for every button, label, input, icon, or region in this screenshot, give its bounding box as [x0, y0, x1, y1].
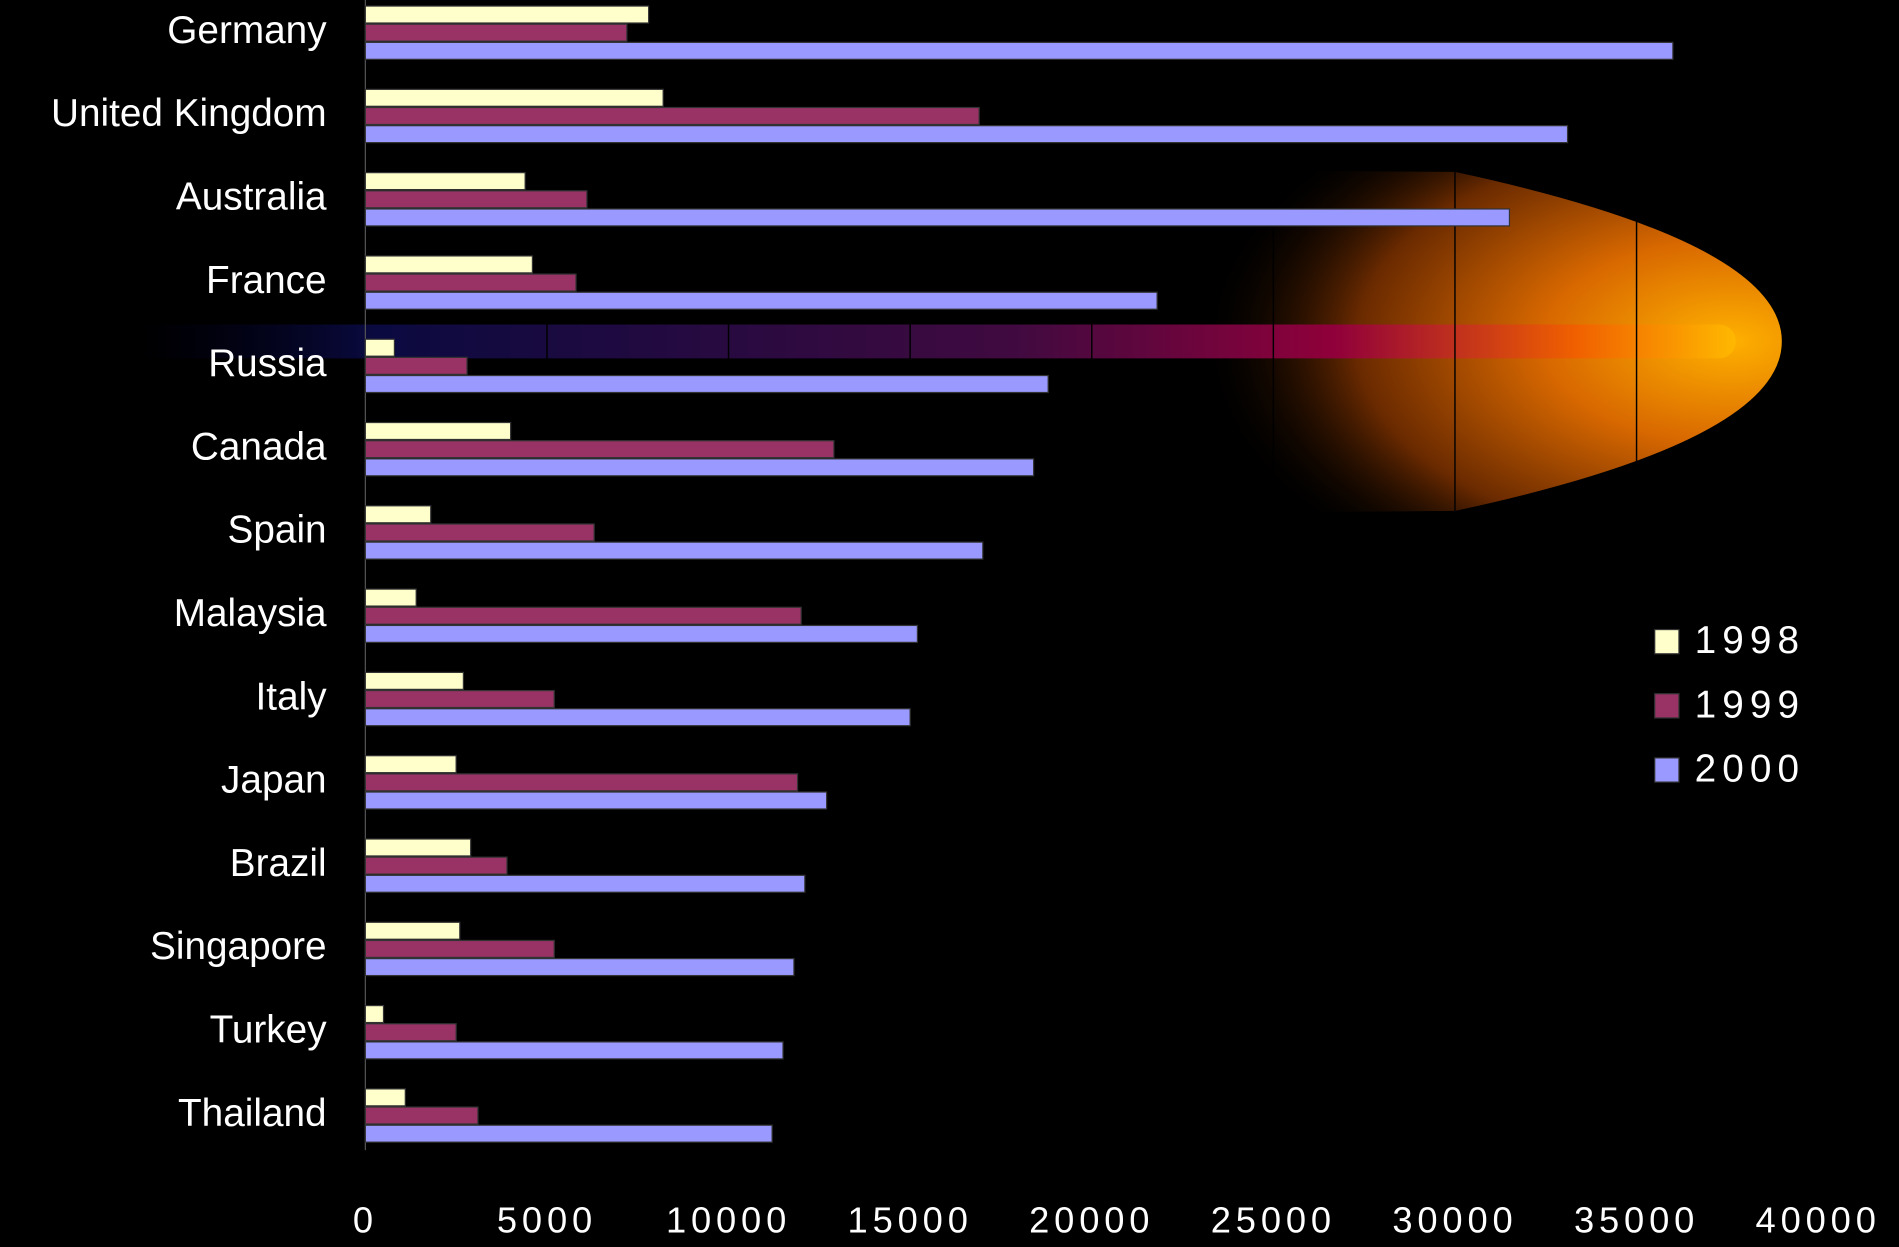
plot: 0 5000 10000 15000 20000 25000 30000 35000 40000…	[51, 5, 1881, 1240]
bar	[364, 208, 1511, 227]
bar	[364, 291, 1158, 310]
y-tick-label: Canada	[191, 425, 327, 468]
y-tick-label: Malaysia	[174, 592, 327, 635]
y-tick-label: Germany	[167, 9, 327, 52]
legend-swatch	[1654, 693, 1680, 719]
x-tick-label: 15000	[848, 1199, 973, 1240]
y-tick-label: Spain	[228, 509, 327, 552]
bar	[364, 41, 1674, 60]
bar	[364, 440, 835, 459]
bar	[364, 606, 802, 625]
y-tick-label: Thailand	[178, 1092, 327, 1135]
decor-beam	[135, 324, 1736, 359]
bar	[364, 338, 396, 357]
bar	[364, 273, 577, 292]
bar	[364, 588, 417, 607]
x-tick-label: 0	[353, 1199, 378, 1240]
bar	[364, 838, 472, 857]
bar	[364, 1023, 457, 1042]
bar	[364, 541, 984, 560]
legend-label: 1998	[1695, 619, 1805, 662]
bar	[364, 1088, 406, 1107]
bar	[364, 190, 588, 209]
bar	[364, 421, 512, 441]
legend-label: 1999	[1695, 683, 1805, 726]
bar	[364, 1124, 773, 1143]
x-tick-label: 10000	[666, 1199, 791, 1240]
bar	[364, 856, 508, 875]
y-tick-label: United Kingdom	[51, 92, 327, 135]
bar	[364, 5, 650, 24]
bar	[364, 523, 595, 542]
bar	[364, 874, 806, 893]
y-tick-label: Turkey	[210, 1008, 328, 1051]
legend-label: 2000	[1695, 747, 1805, 790]
x-tick-label: 40000	[1756, 1199, 1881, 1240]
y-tick-label: Singapore	[150, 925, 327, 968]
bar	[364, 671, 465, 690]
x-tick-label: 35000	[1574, 1199, 1699, 1240]
bar	[364, 106, 980, 126]
legend-swatch	[1654, 628, 1680, 655]
x-tick-label: 5000	[497, 1199, 597, 1240]
x-tick-label: 20000	[1029, 1199, 1154, 1240]
bar	[364, 374, 1049, 394]
bar	[364, 505, 432, 524]
x-tick-label: 25000	[1211, 1199, 1336, 1240]
bar	[364, 708, 911, 727]
bar	[364, 1041, 784, 1060]
y-tick-label: France	[206, 259, 327, 302]
bar	[364, 458, 1035, 477]
y-tick-label: Italy	[256, 675, 328, 718]
bar	[364, 255, 534, 274]
bar	[364, 172, 526, 191]
bar	[364, 624, 919, 643]
bar	[364, 755, 457, 774]
bar	[364, 939, 555, 959]
legend-swatch	[1654, 757, 1680, 783]
bar	[364, 1106, 479, 1125]
bar	[364, 1004, 385, 1024]
y-tick-label: Russia	[208, 342, 327, 385]
y-tick-label: Australia	[176, 176, 327, 219]
bar	[364, 958, 795, 977]
bar	[364, 791, 828, 810]
bar	[364, 356, 468, 375]
bar	[364, 23, 628, 42]
bar	[364, 125, 1569, 144]
bar	[364, 689, 555, 709]
y-tick-label: Brazil	[230, 842, 327, 885]
bar	[364, 921, 461, 940]
y-tick-label: Japan	[221, 759, 327, 802]
bar	[364, 773, 799, 792]
x-tick-label: 30000	[1392, 1199, 1517, 1240]
bar	[364, 88, 664, 107]
